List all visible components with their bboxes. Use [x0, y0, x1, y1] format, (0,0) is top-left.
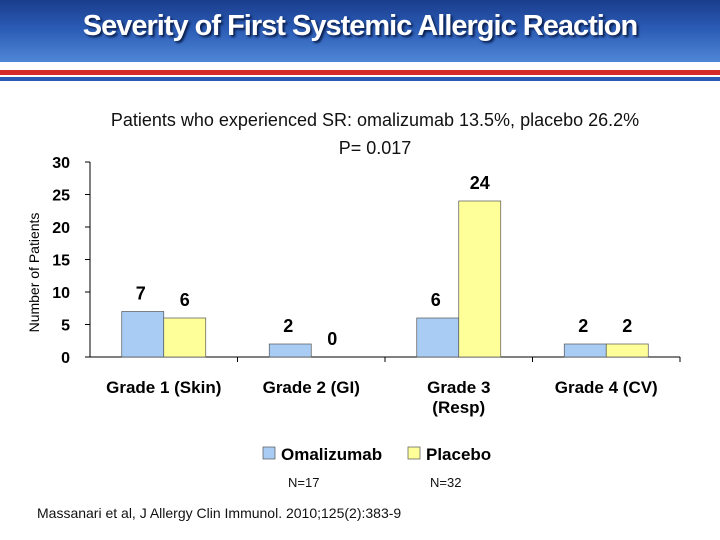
n-omalizumab: N=17 — [288, 475, 320, 490]
x-tick-label: Grade 1 (Skin) — [106, 378, 221, 397]
subtitle-pvalue: P= 0.017 — [338, 138, 412, 158]
data-label: 7 — [136, 284, 146, 304]
data-label: 24 — [470, 173, 490, 193]
y-tick-label: 10 — [52, 285, 70, 302]
bar-placebo-3 — [458, 200, 502, 358]
subtitle-rates: Patients who experienced SR: omalizumab … — [110, 110, 640, 130]
bar-placebo-4 — [605, 343, 649, 358]
slide-title: Severity of First Systemic Allergic Reac… — [82, 10, 638, 42]
bar-omalizumab-2 — [268, 343, 312, 358]
y-tick-label: 5 — [61, 318, 70, 335]
x-tick-label: Grade 4 (CV) — [555, 378, 658, 397]
legend-swatch-placebo — [407, 446, 421, 460]
citation: Massanari et al, J Allergy Clin Immunol.… — [37, 505, 402, 521]
y-tick-label: 0 — [61, 350, 70, 367]
data-label: 6 — [180, 290, 190, 310]
legend-swatch-omalizumab — [262, 446, 276, 460]
legend-label-placebo: Placebo — [426, 445, 491, 464]
data-label: 2 — [578, 316, 588, 336]
divider-red — [0, 70, 720, 75]
y-tick-label: 25 — [52, 188, 70, 205]
x-tick-label: Grade 2 (GI) — [263, 378, 360, 397]
bar-placebo-1 — [163, 317, 207, 358]
data-label: 0 — [327, 329, 337, 349]
y-tick-label: 15 — [52, 253, 70, 270]
y-axis-title: Number of Patients — [26, 213, 42, 333]
x-tick-label: (Resp) — [432, 398, 485, 417]
x-tick-label: Grade 3 — [427, 378, 490, 397]
legend-label-omalizumab: Omalizumab — [281, 445, 382, 464]
title-banner — [0, 0, 720, 62]
bar-omalizumab-4 — [563, 343, 607, 358]
n-placebo: N=32 — [430, 475, 462, 490]
divider-blue — [0, 77, 720, 81]
data-label: 6 — [431, 290, 441, 310]
bar-omalizumab-3 — [416, 317, 460, 358]
data-label: 2 — [622, 316, 632, 336]
y-tick-label: 20 — [52, 220, 70, 237]
data-label: 2 — [283, 316, 293, 336]
bar-omalizumab-1 — [121, 311, 165, 358]
y-tick-label: 30 — [52, 155, 70, 172]
